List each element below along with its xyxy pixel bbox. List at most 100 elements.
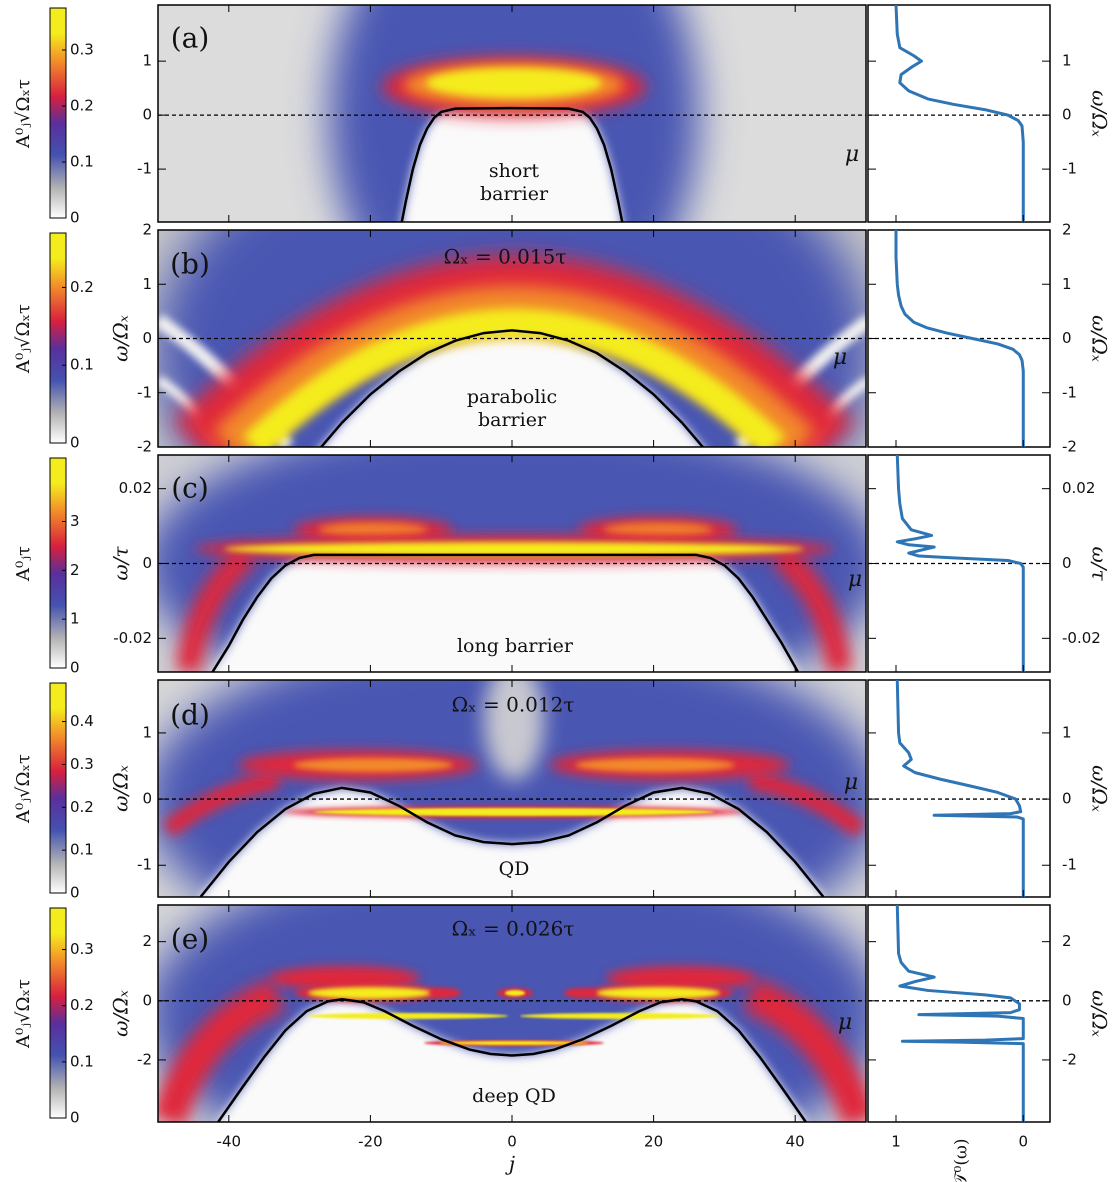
colorbar-tick-label: 0.1 (70, 153, 94, 171)
colorbar-tick-label: 0.3 (70, 41, 94, 59)
panel-label: (d) (170, 699, 210, 732)
heat-blob (308, 987, 432, 999)
panel-label: (a) (171, 22, 210, 55)
y-axis-label: ω/Ωₓ (109, 990, 133, 1037)
heat-blob (603, 523, 713, 537)
x-tick-label: -20 (358, 1133, 383, 1151)
y-tick-label: 2 (142, 932, 152, 950)
heat-blob (564, 988, 596, 998)
y-axis-label: ω/τ (109, 546, 133, 581)
y-tick-label: -2 (137, 1050, 152, 1068)
heatmap (158, 680, 866, 897)
colorbar-tick-label: 0 (70, 884, 80, 902)
omega-label: Ωₓ = 0.015τ (444, 245, 567, 269)
x-tick-label: 20 (644, 1133, 663, 1151)
colorbar (49, 457, 67, 669)
x-tick-label: 1 (891, 1133, 901, 1151)
colorbar-tick-label: 0.2 (70, 97, 94, 115)
colorbar-tick-label: 0.2 (70, 798, 94, 816)
y-tick-label: 0 (142, 991, 152, 1009)
mu-label: μ (833, 345, 847, 370)
heat-band (242, 308, 786, 447)
annotation: long barrier (457, 635, 574, 657)
heat-band (771, 545, 853, 672)
heat-blob (520, 1013, 720, 1019)
heat-blob (270, 966, 420, 990)
y-tick-label: 0 (1062, 991, 1072, 1009)
panel-label: (c) (171, 472, 209, 505)
colorbar-tick-label: 0.4 (70, 712, 94, 730)
y-tick-label: -1 (137, 383, 152, 401)
x-tick-label: 40 (786, 1133, 805, 1151)
mu-label: μ (848, 567, 862, 592)
heat-empty (321, 330, 703, 447)
y-tick-label: 0.02 (1062, 479, 1095, 497)
colorbar-tick-label: 0.1 (70, 841, 94, 859)
heat-decor (173, 255, 855, 447)
heat-blob (505, 990, 525, 996)
heat-blob (575, 758, 735, 772)
colorbar (49, 682, 67, 894)
omega-label: Ωₓ = 0.012τ (452, 693, 575, 717)
y-axis-label: ω/Ωₓ (109, 765, 133, 812)
heat-blob (426, 68, 602, 98)
y-tick-label: -1 (1062, 856, 1077, 874)
colorbar (49, 7, 67, 219)
heat-blob (293, 758, 453, 772)
y-tick-label: -0.02 (113, 629, 152, 647)
y-tick-label: 0 (142, 554, 152, 572)
annotation: barrier (478, 409, 547, 431)
colorbar (49, 907, 67, 1119)
annotation: parabolic (467, 386, 557, 408)
panel-label: (e) (171, 923, 209, 956)
colorbar-tick-label: 0.1 (70, 356, 94, 374)
heat-blob (439, 1041, 589, 1045)
heat-empty (212, 554, 799, 672)
colorbar-tick-label: 0.3 (70, 755, 94, 773)
heat-blob (606, 966, 756, 990)
y-tick-label: 1 (1062, 52, 1072, 70)
colorbar-tick-label: 3 (70, 512, 80, 530)
heat-blob (318, 523, 428, 537)
heat-blob (308, 1013, 508, 1019)
y-tick-label: -2 (1062, 438, 1077, 456)
y-tick-label: 0 (1062, 106, 1072, 124)
transmission-curve (895, 454, 1025, 672)
heat-blob (314, 808, 714, 816)
y-tick-label: -1 (137, 160, 152, 178)
barrier-curve (217, 998, 807, 1122)
colorbar-label: A⁰ⱼ√Ωₓτ (13, 979, 34, 1049)
y-tick-label: 2 (1062, 221, 1072, 239)
mu-label: μ (838, 1010, 852, 1035)
colorbar-tick-label: 1 (70, 610, 80, 628)
panel-label: (b) (170, 248, 210, 281)
annotation: QD (499, 858, 530, 880)
y-tick-label: 0 (142, 790, 152, 808)
colorbar-tick-label: 0.1 (70, 1052, 94, 1070)
y-tick-label: -0.02 (1062, 629, 1101, 647)
heat-band (162, 771, 280, 838)
heat-blob (484, 680, 544, 780)
heatmap (158, 905, 866, 1122)
transmission-curve (895, 679, 1025, 897)
colorbar-tick-label: 0.2 (70, 996, 94, 1014)
heatmap (158, 5, 866, 222)
y-axis-label: ω/Ωₓ (1088, 315, 1112, 362)
heat-band (743, 978, 866, 1122)
heatmap (158, 230, 866, 447)
y-axis-label: ω/τ (1088, 546, 1112, 581)
heat-empty (401, 108, 623, 222)
transmission-curve (894, 230, 1025, 447)
x-tick-label: 0 (507, 1133, 517, 1151)
y-axis-label: ω/Ωₓ (109, 315, 133, 362)
mu-label: μ (845, 142, 859, 167)
x-tick-label: 0 (1018, 1133, 1028, 1151)
y-tick-label: -1 (1062, 383, 1077, 401)
colorbar-tick-label: 0.2 (70, 278, 94, 296)
colorbar-tick-label: 0 (70, 1109, 80, 1127)
heat-decor (162, 750, 866, 838)
y-tick-label: 1 (142, 275, 152, 293)
y-axis-label: ω/Ωₓ (1088, 90, 1112, 137)
omega-label: Ωₓ = 0.026τ (452, 917, 575, 941)
heat-empty (218, 999, 806, 1122)
